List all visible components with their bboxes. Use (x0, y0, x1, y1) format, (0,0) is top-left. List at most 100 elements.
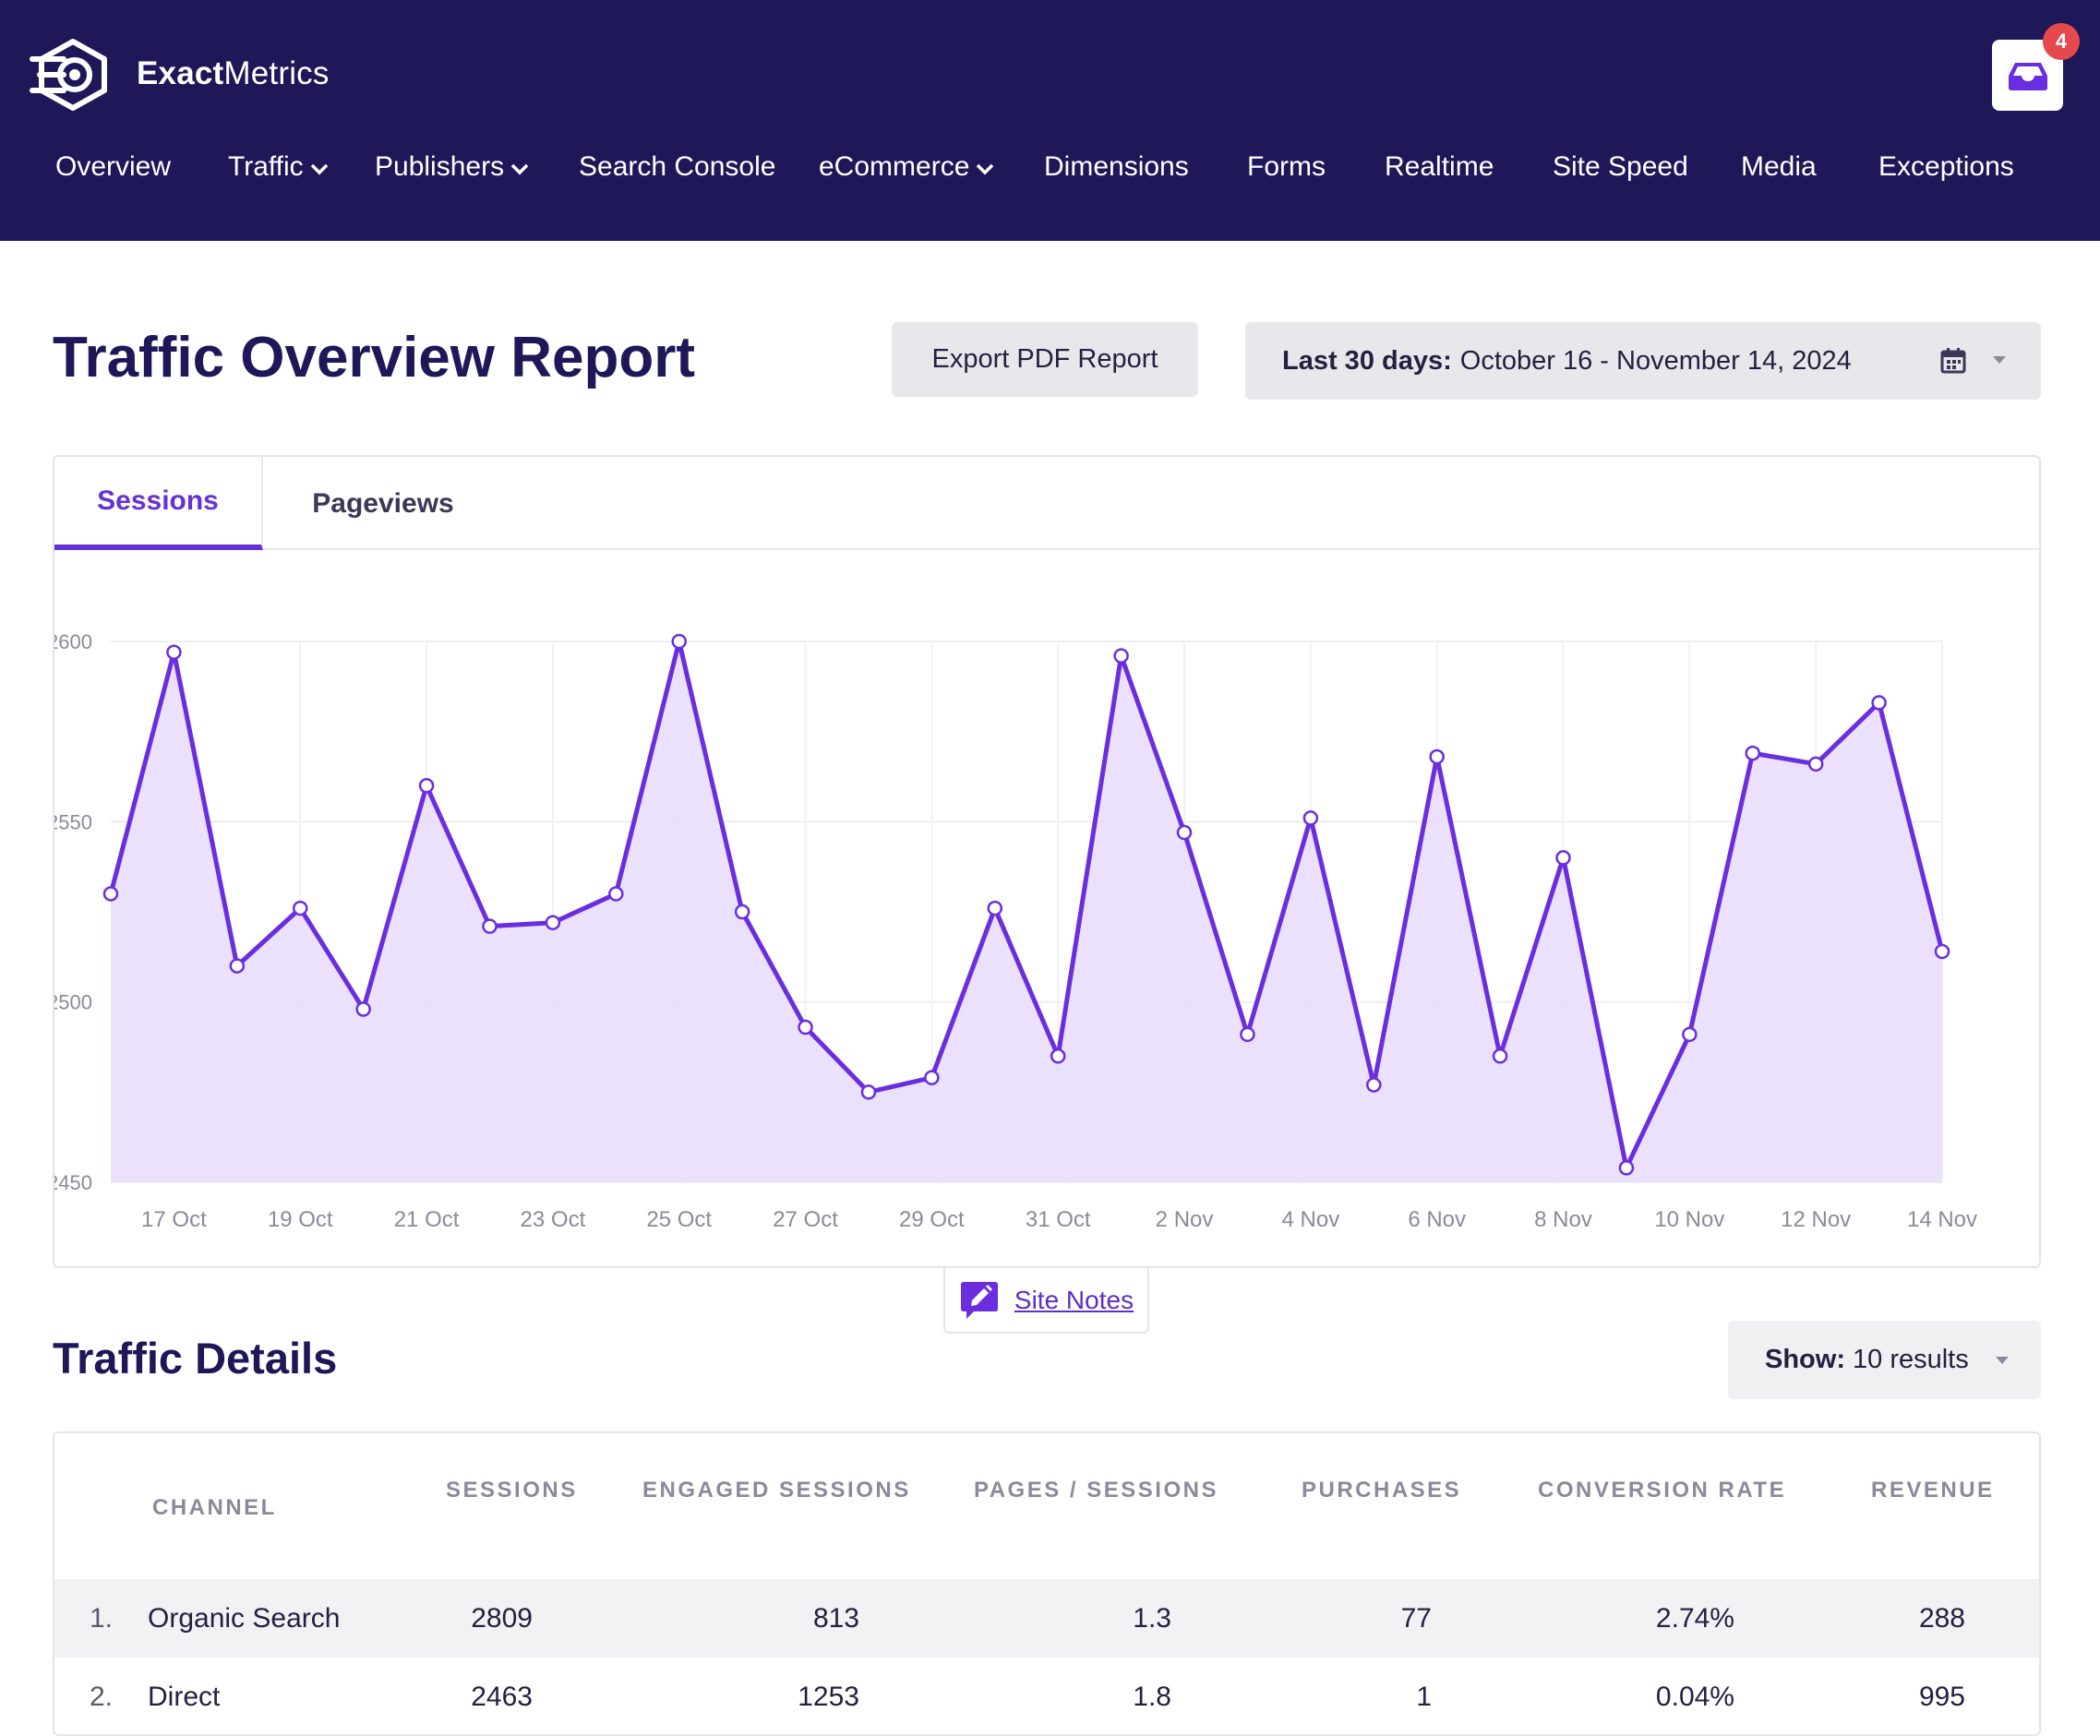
column-header-pages-per-session[interactable]: PAGES / SESSIONS (974, 1478, 1218, 1503)
date-range-value: October 16 - November 14, 2024 (1459, 345, 1852, 376)
x-tick-label: 8 Nov (1534, 1207, 1592, 1232)
data-point (1745, 745, 1761, 761)
revenue-cell: 995 (1918, 1681, 1965, 1712)
nav-forms[interactable]: Forms (1247, 140, 1326, 194)
date-range-picker[interactable]: Last 30 days: October 16 - November 14, … (1245, 322, 2041, 400)
page-title: Traffic Overview Report (53, 326, 696, 389)
caret-down-icon (1993, 356, 2006, 364)
column-header-engaged-sessions[interactable]: ENGAGED SESSIONS (642, 1478, 911, 1503)
site-notes-link[interactable]: Site Notes (1014, 1285, 1134, 1314)
x-tick-label: 25 Oct (646, 1207, 712, 1232)
show-value: 10 results (1853, 1345, 1969, 1374)
top-header: ExactMetrics 4 Overview Traffic Publishe… (0, 0, 2100, 241)
chevron-down-icon (510, 163, 529, 175)
y-tick-label: 2550 (54, 810, 92, 833)
tab-sessions[interactable]: Sessions (54, 457, 263, 550)
nav-label: Overview (55, 151, 172, 182)
series-line (108, 639, 1945, 1170)
x-tick-label: 27 Oct (773, 1207, 838, 1232)
data-point (545, 915, 561, 930)
data-point (1113, 648, 1129, 664)
nav-exceptions[interactable]: Exceptions (1878, 140, 2014, 194)
pages-per-session-cell: 1.3 (1133, 1602, 1171, 1634)
nav-label: Site Speed (1553, 151, 1688, 182)
data-point (355, 1001, 371, 1017)
nav-traffic[interactable]: Traffic (228, 140, 330, 194)
data-point (1429, 748, 1445, 765)
sessions-chart: 2600 2550 2500 2450 17 Oct 19 Oct 21 Oct 23 Oct… (54, 630, 1977, 1232)
nav-label: eCommerce (819, 151, 970, 182)
chart-tabs: Sessions Pageviews (54, 457, 2039, 550)
app-logo[interactable]: ExactMetrics (30, 37, 330, 111)
data-point (1492, 1048, 1508, 1064)
channel-cell[interactable]: Direct (148, 1681, 221, 1712)
nav-label: Publishers (375, 151, 505, 182)
sessions-cell: 2809 (471, 1602, 533, 1634)
data-point (482, 918, 498, 934)
x-tick-label: 2 Nov (1156, 1207, 1214, 1232)
nav-label: Exceptions (1878, 151, 2014, 182)
data-point (1240, 1026, 1255, 1043)
x-tick-label: 17 Oct (141, 1207, 207, 1232)
nav-ecommerce[interactable]: eCommerce (819, 140, 995, 194)
main-nav: Overview Traffic Publishers Search Conso… (0, 140, 2100, 194)
nav-label: Search Console (579, 151, 776, 182)
nav-site-speed[interactable]: Site Speed (1553, 140, 1688, 194)
traffic-details-table: CHANNEL SESSIONS ENGAGED SESSIONS PAGES … (53, 1431, 2041, 1736)
data-point (292, 900, 308, 916)
column-header-sessions[interactable]: SESSIONS (446, 1478, 578, 1503)
table-row: 1. Organic Search 2809 813 1.3 77 2.74% … (54, 1579, 2039, 1658)
x-tick-label: 19 Oct (268, 1207, 333, 1232)
x-tick-label: 21 Oct (394, 1207, 460, 1232)
nav-search-console[interactable]: Search Console (579, 140, 775, 194)
data-point (166, 644, 182, 660)
data-point (671, 633, 687, 650)
x-tick-label: 12 Nov (1781, 1207, 1851, 1232)
x-tick-label: 4 Nov (1282, 1207, 1340, 1232)
data-point (1871, 695, 1887, 711)
data-point (1176, 824, 1193, 841)
nav-media[interactable]: Media (1741, 140, 1817, 194)
nav-dimensions[interactable]: Dimensions (1044, 140, 1189, 194)
nav-overview[interactable]: Overview (55, 140, 171, 194)
chevron-down-icon (310, 163, 328, 175)
data-point (102, 886, 119, 902)
brand-name: ExactMetrics (137, 55, 330, 91)
nav-publishers[interactable]: Publishers (375, 140, 530, 194)
x-tick-label: 10 Nov (1654, 1207, 1724, 1232)
data-point (987, 900, 1003, 916)
export-pdf-button[interactable]: Export PDF Report (892, 322, 1198, 397)
column-header-purchases[interactable]: PURCHASES (1302, 1478, 1462, 1503)
column-header-conversion-rate[interactable]: CONVERSION RATE (1538, 1478, 1787, 1503)
sessions-cell: 2463 (471, 1681, 533, 1712)
engaged-sessions-cell: 813 (812, 1602, 859, 1634)
show-label: Show: (1765, 1345, 1845, 1374)
inbox-icon (2008, 62, 2047, 90)
data-point (1050, 1048, 1066, 1064)
edit-note-icon (960, 1281, 998, 1319)
data-point (608, 886, 624, 902)
x-tick-label: 6 Nov (1408, 1207, 1466, 1232)
chart-card: Sessions Pageviews 2600 2550 2500 2450 17 Oc… (53, 455, 2041, 1268)
tab-pageviews[interactable]: Pageviews (312, 487, 454, 519)
nav-realtime[interactable]: Realtime (1385, 140, 1494, 194)
column-header-channel[interactable]: CHANNEL (152, 1495, 277, 1520)
series-area (111, 641, 1942, 1182)
site-notes-toggle[interactable]: Site Notes (943, 1268, 1149, 1334)
channel-cell[interactable]: Organic Search (148, 1602, 341, 1634)
x-tick-label: 14 Nov (1907, 1207, 1977, 1232)
x-tick-label: 29 Oct (899, 1207, 965, 1232)
data-point (734, 904, 750, 920)
date-range-label: Last 30 days: (1282, 345, 1452, 376)
conversion-rate-cell: 2.74% (1655, 1602, 1734, 1634)
row-index: 2. (90, 1681, 114, 1712)
data-point (1934, 943, 1950, 960)
data-point (1302, 810, 1319, 826)
results-per-page-select[interactable]: Show: 10 results (1728, 1321, 2041, 1399)
column-header-revenue[interactable]: REVENUE (1871, 1478, 1995, 1503)
engaged-sessions-cell: 1253 (798, 1681, 859, 1712)
traffic-details-title: Traffic Details (53, 1334, 338, 1383)
data-point (860, 1084, 877, 1100)
table-row: 2. Direct 2463 1253 1.8 1 0.04% 995 (54, 1658, 2039, 1734)
purchases-cell: 77 (1400, 1602, 1432, 1634)
